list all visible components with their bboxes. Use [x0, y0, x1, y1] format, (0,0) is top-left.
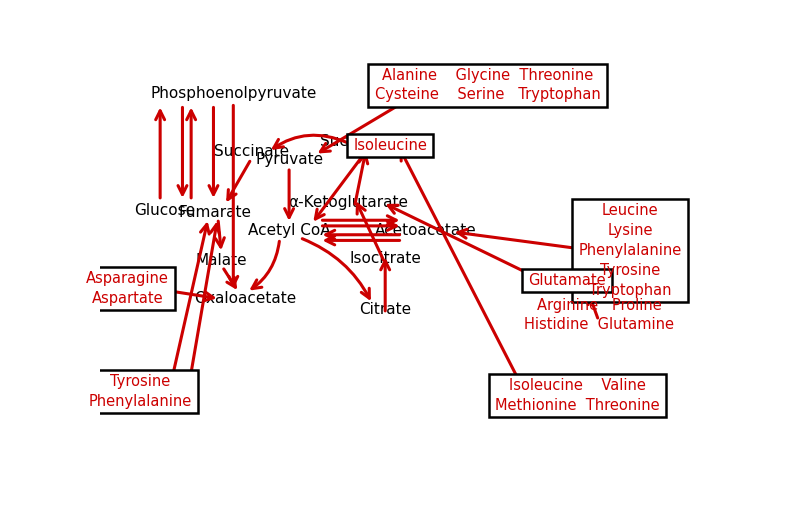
Text: Tyrosine
Phenylalanine: Tyrosine Phenylalanine — [89, 374, 192, 409]
Text: Arginine   Proline
Histidine  Glutamine: Arginine Proline Histidine Glutamine — [524, 298, 674, 332]
Text: Succinate: Succinate — [214, 144, 290, 159]
Text: Asparagine
Aspartate: Asparagine Aspartate — [86, 271, 169, 306]
FancyBboxPatch shape — [82, 370, 198, 413]
Text: Isocitrate: Isocitrate — [350, 251, 421, 266]
Text: Isoleucine: Isoleucine — [354, 138, 427, 153]
Text: Fumarate: Fumarate — [178, 205, 251, 220]
Text: Pyruvate: Pyruvate — [255, 152, 323, 167]
FancyBboxPatch shape — [80, 267, 175, 310]
Text: Citrate: Citrate — [359, 301, 411, 316]
Text: Acetyl CoA: Acetyl CoA — [248, 223, 330, 238]
Text: Alanine    Glycine  Threonine
Cysteine    Serine   Tryptophan: Alanine Glycine Threonine Cysteine Serin… — [374, 68, 600, 103]
Text: Glucose: Glucose — [134, 203, 196, 217]
Text: Oxaloacetate: Oxaloacetate — [194, 291, 297, 307]
Text: Glutamate: Glutamate — [528, 273, 606, 288]
Text: Acetoacetate: Acetoacetate — [374, 223, 476, 238]
FancyBboxPatch shape — [572, 199, 688, 302]
Text: α-Ketoglutarate: α-Ketoglutarate — [288, 194, 408, 210]
FancyBboxPatch shape — [369, 63, 606, 106]
FancyBboxPatch shape — [522, 269, 612, 292]
Text: Succinyl CoA: Succinyl CoA — [320, 134, 419, 149]
FancyBboxPatch shape — [347, 134, 434, 157]
Text: Isoleucine    Valine
Methionine  Threonine: Isoleucine Valine Methionine Threonine — [495, 378, 660, 413]
Text: Malate: Malate — [195, 253, 246, 268]
Text: Phosphoenolpyruvate: Phosphoenolpyruvate — [150, 85, 317, 101]
Text: Leucine
Lysine
Phenylalanine
Tyrosine
Tryptophan: Leucine Lysine Phenylalanine Tyrosine Tr… — [578, 203, 682, 298]
FancyBboxPatch shape — [489, 374, 666, 417]
